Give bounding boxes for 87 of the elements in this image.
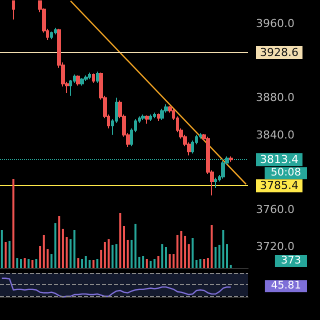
bar	[138, 256, 140, 268]
bar	[203, 259, 206, 268]
candlestick	[50, 31, 53, 40]
candlestick	[157, 113, 160, 122]
bar	[161, 244, 164, 268]
bar	[77, 258, 80, 268]
bar	[31, 260, 34, 268]
bar	[54, 223, 56, 268]
bar	[73, 230, 76, 268]
candlestick	[96, 71, 99, 84]
bar	[58, 216, 60, 268]
candlestick	[145, 114, 149, 124]
bar	[150, 260, 152, 268]
bar	[199, 259, 202, 268]
ref-line-label: 3813.4	[260, 153, 298, 166]
y-tick-label: 3840.0	[256, 128, 294, 142]
bar	[4, 242, 7, 268]
text: 373	[280, 254, 302, 266]
y-tick-label: 3760.0	[256, 202, 294, 216]
ref-line-label: 3785.4	[260, 179, 298, 192]
ref-line-label: 3928.6	[260, 46, 298, 59]
bar	[206, 258, 209, 268]
bar	[126, 240, 129, 268]
bar	[70, 239, 72, 268]
candlestick	[141, 114, 145, 121]
bar	[84, 256, 87, 268]
bar	[28, 259, 30, 268]
bar	[8, 240, 11, 268]
bar	[20, 259, 22, 268]
bar	[12, 179, 14, 268]
bar	[188, 244, 190, 268]
bar	[142, 256, 144, 268]
text: 45.81	[270, 280, 302, 292]
y-tick-label: 3720.0	[256, 240, 294, 254]
candlestick	[153, 112, 156, 119]
bar	[81, 259, 84, 268]
bar	[195, 260, 198, 268]
y-tick-label: 3880.0	[256, 91, 294, 104]
bar	[226, 244, 228, 268]
bar	[62, 228, 64, 268]
candlestick	[160, 108, 164, 121]
bar	[24, 258, 26, 268]
bar	[184, 236, 186, 268]
candlestick	[80, 78, 84, 86]
bar	[146, 259, 148, 268]
bar	[154, 259, 156, 268]
bar	[112, 244, 114, 268]
bar	[172, 254, 175, 268]
candlestick	[214, 177, 217, 188]
bar	[39, 246, 42, 268]
bar	[222, 230, 224, 268]
candlestick	[54, 27, 57, 35]
bar	[96, 259, 98, 268]
bar	[0, 230, 3, 268]
candlestick	[149, 114, 152, 122]
candlestick	[229, 156, 233, 162]
bar	[35, 259, 38, 268]
bar	[108, 239, 110, 268]
bar	[164, 246, 167, 268]
bar	[230, 264, 232, 268]
bar	[210, 225, 213, 268]
bar	[168, 254, 171, 268]
y-tick-label: 3960.0	[256, 16, 294, 30]
bar	[50, 254, 53, 268]
bar	[157, 256, 160, 268]
candlestick	[84, 74, 88, 82]
bar	[176, 234, 178, 268]
bar	[123, 226, 125, 268]
bar	[134, 224, 136, 268]
bar	[115, 244, 118, 268]
bar	[66, 237, 68, 268]
bar	[42, 234, 45, 268]
bar	[104, 242, 106, 268]
bar	[214, 246, 217, 268]
candlestick	[88, 72, 91, 80]
bar	[192, 238, 194, 268]
bar	[88, 260, 91, 268]
candlestick	[12, 0, 15, 20]
text: 50:08	[270, 166, 302, 179]
bar	[92, 260, 94, 268]
bar	[16, 258, 18, 268]
candlestick	[76, 74, 80, 86]
candlestick	[92, 73, 95, 84]
bar	[130, 240, 133, 268]
bar	[180, 230, 182, 268]
bar	[119, 213, 122, 268]
bar	[100, 250, 102, 268]
